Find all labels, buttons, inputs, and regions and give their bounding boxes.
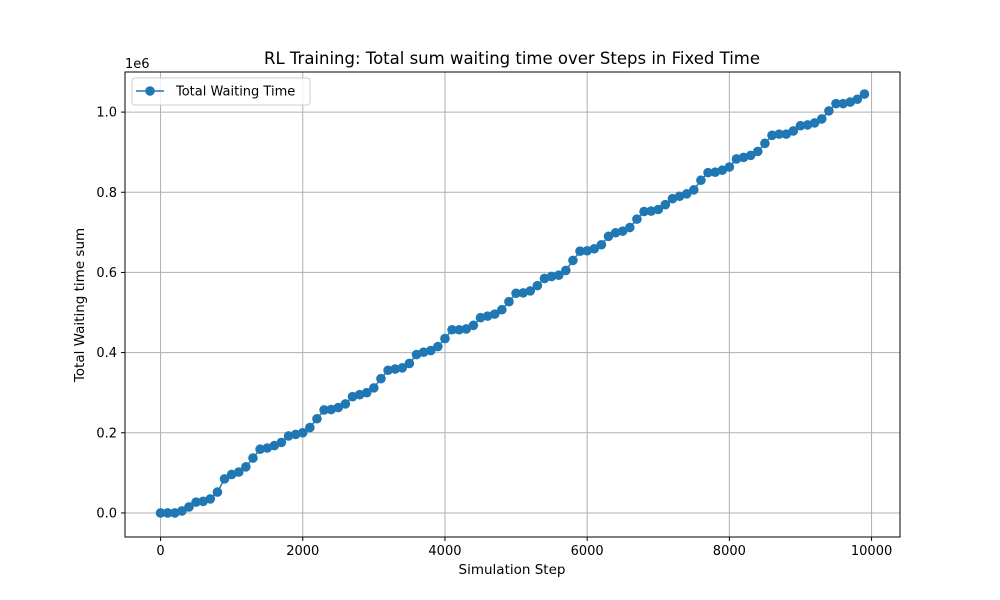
data-point — [461, 324, 472, 334]
data-point — [625, 222, 635, 233]
y-tick-label: 0.4 — [96, 346, 117, 361]
data-point — [724, 162, 735, 172]
data-point — [404, 358, 415, 369]
data-point — [532, 280, 543, 291]
data-point — [774, 129, 784, 139]
data-point — [248, 453, 258, 463]
data-point — [639, 206, 649, 217]
y-tick-label: 0.6 — [96, 266, 117, 281]
data-point — [369, 383, 379, 393]
data-point — [297, 427, 308, 438]
data-point — [454, 324, 464, 335]
data-point — [760, 138, 770, 149]
data-point — [795, 120, 806, 131]
data-point — [767, 130, 777, 141]
data-point — [433, 341, 443, 352]
x-tick-label: 0 — [156, 544, 164, 559]
data-point — [653, 204, 664, 215]
data-point — [162, 508, 173, 518]
data-point — [745, 150, 756, 161]
y-tick-label: 0.8 — [96, 186, 117, 201]
legend-box — [131, 77, 311, 106]
data-point — [376, 373, 386, 384]
data-point — [703, 167, 713, 178]
legend-label: Total Waiting Time — [175, 85, 295, 100]
data-point — [660, 199, 671, 210]
data-point — [511, 288, 521, 299]
x-tick-label: 6000 — [571, 544, 604, 559]
data-point — [589, 243, 600, 254]
data-point — [859, 89, 870, 99]
y-axis-label: Total Waiting time sum — [72, 228, 88, 383]
data-point — [575, 246, 585, 256]
data-point — [447, 324, 457, 335]
y-axis-ticks: 0.0 0.2 0.4 0.6 0.8 1.0 — [96, 106, 125, 521]
chart-title: RL Training: Total sum waiting time over… — [264, 49, 760, 68]
data-point — [233, 467, 244, 477]
data-point — [319, 405, 329, 415]
plot-area-frame — [124, 71, 901, 538]
data-point — [489, 309, 500, 319]
data-point — [468, 320, 479, 331]
data-point — [546, 271, 557, 282]
x-tick-label: 8000 — [713, 544, 746, 559]
y-axis-offset-label: 1e6 — [125, 57, 150, 72]
data-point — [831, 98, 841, 109]
data-point — [824, 106, 834, 116]
data-point — [809, 118, 820, 128]
y-tick-label: 0.2 — [96, 426, 117, 441]
x-axis-ticks: 0 2000 4000 6000 8000 10000 — [156, 537, 892, 559]
data-point — [440, 333, 450, 344]
data-point — [852, 94, 863, 105]
data-point — [155, 508, 166, 518]
data-point — [816, 114, 827, 124]
data-point — [212, 487, 223, 497]
x-tick-label: 2000 — [286, 544, 319, 559]
x-tick-label: 10000 — [851, 544, 892, 559]
data-point — [383, 365, 393, 376]
data-point — [305, 422, 315, 433]
data-points — [155, 89, 870, 518]
data-point — [561, 265, 571, 276]
data-point — [361, 387, 372, 398]
data-point — [525, 286, 536, 296]
data-point — [177, 506, 187, 516]
data-point — [617, 226, 628, 236]
data-point — [788, 126, 799, 136]
data-point — [596, 239, 607, 250]
grid-lines — [125, 72, 900, 537]
data-point — [390, 364, 400, 374]
data-point — [397, 363, 408, 373]
data-point — [241, 462, 251, 472]
data-point — [255, 444, 265, 455]
data-point — [497, 304, 507, 315]
data-point — [312, 413, 322, 424]
data-point — [681, 189, 692, 199]
data-point — [696, 175, 706, 186]
x-tick-label: 4000 — [428, 544, 461, 559]
data-point — [603, 231, 614, 242]
data-point — [333, 402, 344, 413]
data-point — [340, 399, 351, 409]
data-point — [205, 494, 216, 504]
data-point — [191, 497, 201, 507]
x-axis-label: Simulation Step — [459, 562, 566, 578]
legend: Total Waiting Time — [131, 77, 311, 106]
data-point — [689, 185, 699, 195]
data-point — [553, 270, 564, 281]
data-point — [219, 474, 230, 484]
data-point — [425, 345, 436, 356]
data-point — [752, 146, 763, 157]
data-point — [184, 502, 194, 512]
data-point — [276, 437, 287, 448]
legend-marker-swatch — [145, 86, 155, 96]
y-tick-label: 0.0 — [96, 506, 117, 521]
data-point — [568, 255, 578, 266]
data-point — [632, 214, 642, 224]
y-tick-label: 1.0 — [96, 106, 117, 121]
data-point — [504, 296, 514, 307]
